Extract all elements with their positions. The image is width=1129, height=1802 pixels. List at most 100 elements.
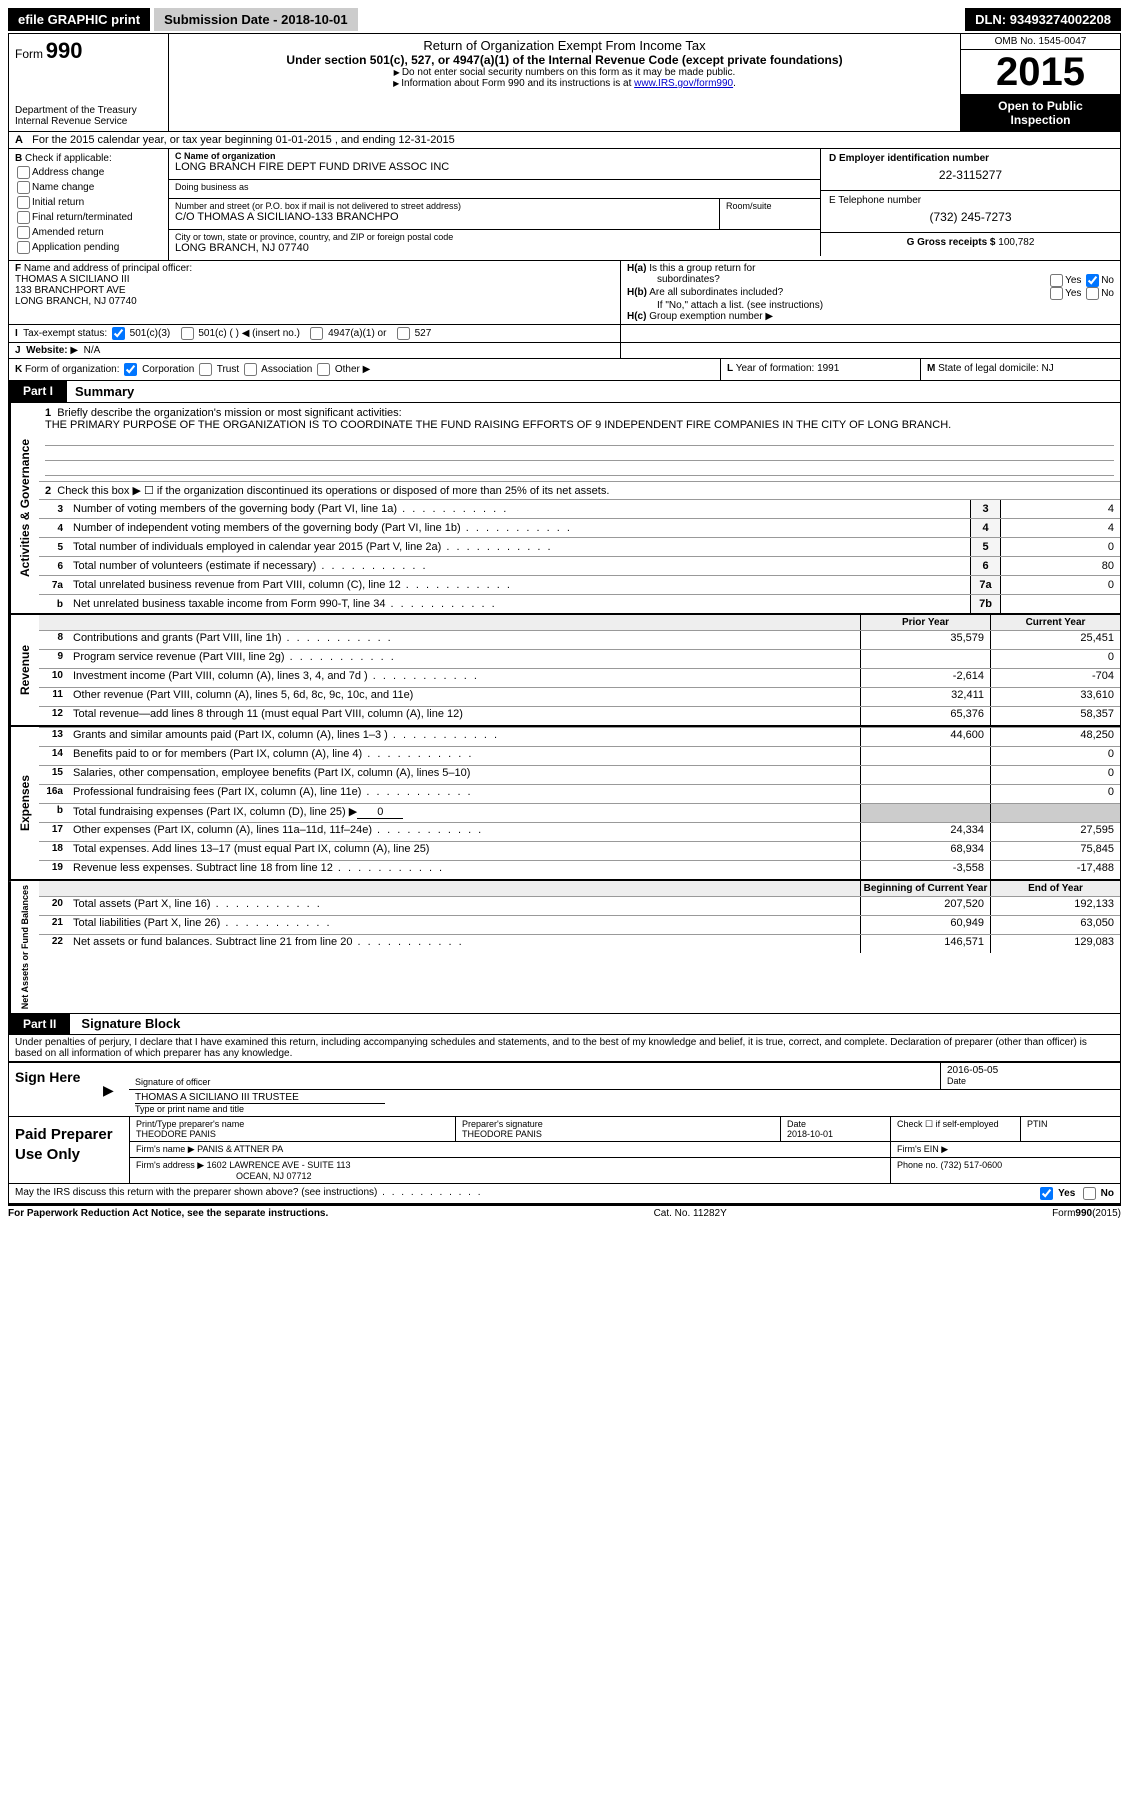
l8-desc: Contributions and grants (Part VIII, lin… <box>69 631 860 649</box>
chk-name-change[interactable] <box>17 181 30 194</box>
l21-num: 21 <box>39 916 69 934</box>
section-b-checks: B Check if applicable: Address change Na… <box>9 149 169 260</box>
l5-val: 0 <box>1000 538 1120 556</box>
inspect-line2: Inspection <box>963 113 1118 127</box>
opt-4947: 4947(a)(1) or <box>328 328 386 339</box>
header-right: OMB No. 1545-0047 2015 Open to Public In… <box>960 34 1120 131</box>
l16a-cy: 0 <box>990 785 1120 803</box>
firm-phone-label: Phone no. <box>897 1160 941 1170</box>
chk-amended-return[interactable] <box>17 226 30 239</box>
hb-text: Are all subordinates included? <box>649 287 783 298</box>
l21-cy: 63,050 <box>990 916 1120 934</box>
website-value: N/A <box>84 345 101 356</box>
officer-addr1: 133 BRANCHPORT AVE <box>15 285 126 296</box>
l3-num: 3 <box>39 504 69 515</box>
chk-address-change[interactable] <box>17 166 30 179</box>
l-text: Year of formation: <box>736 363 817 374</box>
l19-desc: Revenue less expenses. Subtract line 18 … <box>69 861 860 879</box>
j-text: Website: <box>26 345 68 356</box>
sig-officer-label: Signature of officer <box>135 1077 934 1087</box>
officer-addr2: LONG BRANCH, NJ 07740 <box>15 296 137 307</box>
l6-box: 6 <box>970 557 1000 575</box>
firm-name-label: Firm's name ▶ <box>136 1144 195 1154</box>
l10-desc: Investment income (Part VIII, column (A)… <box>69 669 860 687</box>
chk-discuss-no[interactable] <box>1083 1187 1096 1200</box>
l12-py: 65,376 <box>860 707 990 725</box>
chk-hb-no[interactable] <box>1086 287 1099 300</box>
form-title: Return of Organization Exempt From Incom… <box>177 38 952 53</box>
l9-py <box>860 650 990 668</box>
chk-ha-yes[interactable] <box>1050 274 1063 287</box>
note-ssn: Do not enter social security numbers on … <box>402 67 735 78</box>
footer-form-label: Form <box>1052 1208 1075 1219</box>
l6-num: 6 <box>39 561 69 572</box>
subdate-value: 2018-10-01 <box>281 12 348 27</box>
chk-hb-yes[interactable] <box>1050 287 1063 300</box>
l7b-num: b <box>39 599 69 610</box>
opt-other: Other <box>335 364 360 375</box>
l22-py: 146,571 <box>860 935 990 953</box>
l4-desc: Number of independent voting members of … <box>69 521 970 535</box>
hb-no: No <box>1101 288 1114 299</box>
lbl-name-change: Name change <box>32 182 94 193</box>
firm-name: PANIS & ATTNER PA <box>197 1144 283 1154</box>
chk-final-return[interactable] <box>17 211 30 224</box>
chk-trust[interactable] <box>199 363 212 376</box>
part1-title: Summary <box>67 381 142 402</box>
k-text: Form of organization: <box>25 364 120 375</box>
prep-date-label: Date <box>787 1119 884 1129</box>
ha-text: Is this a group return for <box>649 263 755 274</box>
l16b-py-shaded <box>860 804 990 822</box>
j-label: J <box>15 345 21 356</box>
chk-corp[interactable] <box>124 363 137 376</box>
l1-num: 1 <box>45 407 51 419</box>
l16b-desc: Total fundraising expenses (Part IX, col… <box>73 806 357 818</box>
chk-assoc[interactable] <box>244 363 257 376</box>
check-self-employed: Check ☐ if self-employed <box>890 1117 1020 1141</box>
addr-value: C/O THOMAS A SICILIANO-133 BRANCHPO <box>175 211 713 223</box>
f-text: Name and address of principal officer: <box>24 263 192 274</box>
footer-paperwork: For Paperwork Reduction Act Notice, see … <box>8 1208 328 1219</box>
chk-application-pending[interactable] <box>17 241 30 254</box>
chk-527[interactable] <box>397 327 410 340</box>
l14-py <box>860 747 990 765</box>
sig-date-value: 2016-05-05 <box>947 1065 1114 1076</box>
l13-num: 13 <box>39 728 69 746</box>
ha-no: No <box>1101 275 1114 286</box>
note-info: Information about Form 990 and its instr… <box>401 78 634 89</box>
chk-501c[interactable] <box>181 327 194 340</box>
l6-val: 80 <box>1000 557 1120 575</box>
opt-501c: 501(c) ( ) <box>198 328 239 339</box>
chk-other[interactable] <box>317 363 330 376</box>
l14-cy: 0 <box>990 747 1120 765</box>
l22-desc: Net assets or fund balances. Subtract li… <box>69 935 860 953</box>
l11-num: 11 <box>39 688 69 706</box>
vert-expenses: Expenses <box>9 727 39 879</box>
ha-label: H(a) <box>627 263 646 274</box>
l18-py: 68,934 <box>860 842 990 860</box>
vert-net-assets: Net Assets or Fund Balances <box>9 881 39 1013</box>
l5-num: 5 <box>39 542 69 553</box>
dln-badge: DLN: 93493274002208 <box>965 8 1121 31</box>
hdr-boy: Beginning of Current Year <box>860 881 990 896</box>
chk-4947[interactable] <box>310 327 323 340</box>
chk-501c3[interactable] <box>112 327 125 340</box>
chk-initial-return[interactable] <box>17 196 30 209</box>
chk-ha-no[interactable] <box>1086 274 1099 287</box>
ptin-label: PTIN <box>1020 1117 1120 1141</box>
l15-desc: Salaries, other compensation, employee b… <box>69 766 860 784</box>
irs-link[interactable]: www.IRS.gov/form990 <box>634 78 733 89</box>
hb-label: H(b) <box>627 287 647 298</box>
row-a-label: A <box>15 134 23 146</box>
firm-addr-label: Firm's address ▶ <box>136 1160 204 1170</box>
l14-num: 14 <box>39 747 69 765</box>
l3-val: 4 <box>1000 500 1120 518</box>
l21-desc: Total liabilities (Part X, line 26) <box>69 916 860 934</box>
tax-year: 2015 <box>961 50 1120 94</box>
l7a-box: 7a <box>970 576 1000 594</box>
i-label: I <box>15 328 18 339</box>
ha-yes: Yes <box>1065 275 1081 286</box>
l8-cy: 25,451 <box>990 631 1120 649</box>
prep-name: THEODORE PANIS <box>136 1129 449 1139</box>
chk-discuss-yes[interactable] <box>1040 1187 1053 1200</box>
